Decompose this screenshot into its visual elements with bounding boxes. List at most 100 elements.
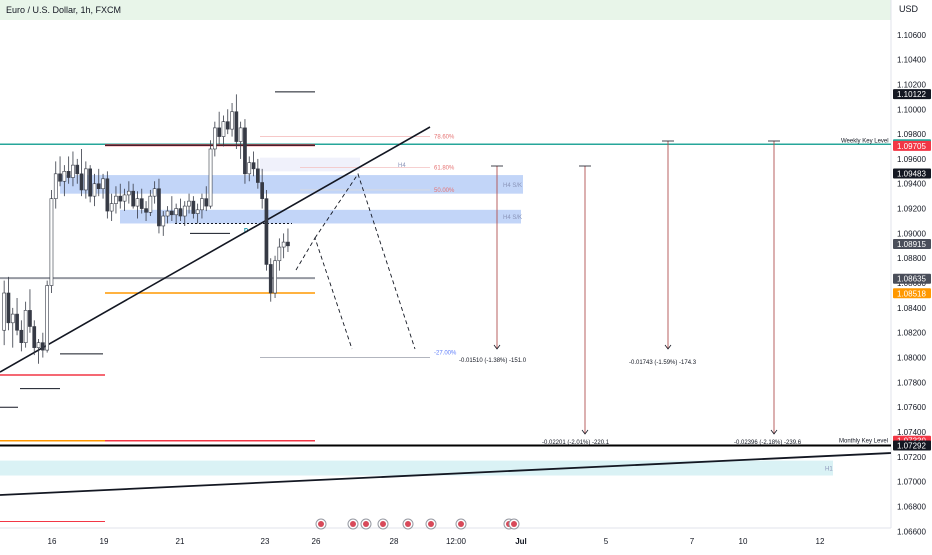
- candle-body: [15, 313, 19, 331]
- trendline-up: [0, 126, 431, 373]
- measure-label: -0.01743 (-1.59%) -174.3: [629, 360, 697, 366]
- candle-body: [243, 127, 247, 175]
- price-tag: [893, 440, 931, 451]
- measure-arrow: [493, 344, 501, 350]
- x-tick-label: 28: [390, 537, 399, 546]
- candle-body: [101, 178, 105, 190]
- weekly-key-level-label: Weekly Key Level: [841, 138, 889, 144]
- candle-body: [200, 198, 204, 211]
- candle-body: [247, 162, 252, 175]
- price-tag: [893, 288, 931, 299]
- measure-label: -0.02201 (-2.01%) -220.1: [542, 440, 610, 446]
- candle-body: [79, 173, 84, 191]
- candle-body: [221, 121, 226, 137]
- zone-label: H4: [398, 163, 406, 169]
- y-tick-label: 1.08200: [897, 329, 926, 338]
- price-tag-label: 1.09483: [897, 169, 926, 178]
- y-tick-label: 1.09400: [897, 180, 926, 189]
- fib-label: 78.60%: [434, 135, 455, 141]
- price-tag-label: 1.08915: [897, 240, 926, 249]
- candle-body: [204, 198, 209, 207]
- candle-body: [28, 310, 32, 327]
- candle-body: [208, 148, 213, 207]
- y-tick-label: 1.10400: [897, 56, 926, 65]
- event-marker-flag: [363, 521, 369, 527]
- x-tick-label: 16: [48, 537, 57, 546]
- candle-body: [268, 264, 273, 294]
- candle-body: [6, 292, 11, 324]
- candle-body: [286, 241, 290, 247]
- candle-body: [264, 198, 269, 265]
- monthly-key-level-label: Monthly Key Level: [839, 438, 888, 444]
- candle-body: [234, 111, 239, 142]
- zone-box: [0, 460, 833, 476]
- y-tick-label: 1.08800: [897, 254, 926, 263]
- candle-body: [157, 188, 161, 227]
- candle-body: [238, 127, 243, 142]
- candle-body: [88, 168, 92, 197]
- y-tick-label: 1.09200: [897, 205, 926, 214]
- candle-body: [225, 121, 230, 130]
- candle-body: [40, 342, 45, 351]
- x-tick-label: 23: [261, 537, 270, 546]
- candle-body: [58, 173, 62, 182]
- measure-arrow: [581, 429, 589, 435]
- candle-body: [152, 188, 157, 197]
- event-marker-flag: [380, 521, 386, 527]
- candle-body: [109, 203, 114, 212]
- candle-body: [96, 183, 101, 190]
- y-tick-label: 1.07800: [897, 378, 926, 387]
- price-tag: [893, 273, 931, 284]
- y-tick-label: 1.08000: [897, 354, 926, 363]
- candle-body: [23, 310, 28, 343]
- zone-label: H1: [825, 467, 833, 473]
- candle-body: [2, 292, 6, 331]
- candle-body: [118, 195, 123, 202]
- candle-body: [139, 198, 144, 209]
- y-tick-label: 1.09600: [897, 155, 926, 164]
- event-marker-flag: [511, 521, 517, 527]
- candle-body: [10, 313, 15, 324]
- x-tick-label: 12:00: [446, 537, 467, 546]
- measure-arrow: [664, 344, 672, 350]
- y-tick-label: 1.06600: [897, 527, 926, 536]
- measure-label: -0.02396 (-2.18%) -239.6: [734, 440, 802, 446]
- candle-body: [281, 241, 286, 248]
- candle-body: [178, 208, 183, 217]
- y-tick-label: 1.07000: [897, 478, 926, 487]
- candle-body: [53, 173, 58, 199]
- zone-box: [260, 157, 360, 172]
- candle-body: [32, 326, 37, 348]
- x-tick-label: 10: [739, 537, 748, 546]
- fib-label: 50.00%: [434, 188, 455, 194]
- zone-box: [60, 175, 523, 194]
- candle-body: [127, 190, 131, 196]
- candle-body: [19, 329, 24, 343]
- trendline-long: [0, 452, 892, 496]
- price-tag-label: 1.10122: [897, 90, 926, 99]
- candle-body: [92, 183, 97, 197]
- projection-path: [314, 172, 416, 350]
- event-marker-flag: [458, 521, 464, 527]
- price-tag-label: 1.08635: [897, 275, 926, 284]
- candle-body: [148, 195, 153, 213]
- candle-body: [217, 127, 222, 137]
- event-marker-flag: [318, 521, 324, 527]
- price-tag: [893, 89, 931, 100]
- y-tick-label: 1.07400: [897, 428, 926, 437]
- candle-body: [260, 182, 265, 199]
- event-marker-flag: [350, 521, 356, 527]
- event-marker-flag: [428, 521, 434, 527]
- price-tag: [893, 238, 931, 249]
- candle-body: [174, 208, 179, 216]
- candle-body: [62, 171, 67, 182]
- y-tick-label: 1.10600: [897, 31, 926, 40]
- y-tick-label: 1.10200: [897, 80, 926, 89]
- y-tick-label: 1.06800: [897, 503, 926, 512]
- x-tick-label: Jul: [515, 537, 527, 546]
- price-tag-label: 1.08518: [897, 289, 926, 298]
- candle-body: [114, 195, 118, 204]
- candle-body: [144, 208, 148, 213]
